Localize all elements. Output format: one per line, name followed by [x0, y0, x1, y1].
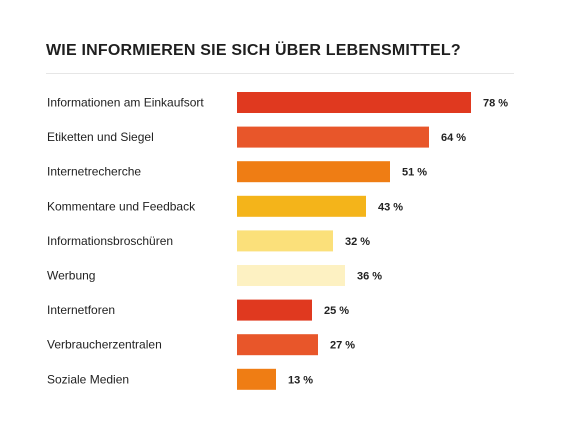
value-label: 27 %	[330, 340, 355, 352]
bar	[237, 334, 318, 356]
bar	[237, 368, 276, 390]
category-label: Informationen am Einkaufsort	[47, 96, 204, 110]
value-label: 25 %	[324, 305, 349, 317]
value-label: 51 %	[402, 167, 427, 179]
bar	[237, 161, 390, 183]
category-label: Internetforen	[47, 303, 115, 317]
category-label: Verbraucherzentralen	[47, 338, 162, 352]
value-label: 64 %	[441, 132, 466, 144]
bar	[237, 299, 312, 321]
category-label: Soziale Medien	[47, 372, 129, 386]
bar	[237, 126, 429, 148]
bar	[237, 195, 366, 217]
category-label: Informationsbroschüren	[47, 234, 173, 248]
title-divider	[46, 73, 514, 74]
bar	[237, 92, 471, 113]
value-label: 32 %	[345, 236, 370, 248]
value-label: 36 %	[357, 271, 382, 283]
bar	[237, 265, 345, 286]
category-label: Etiketten und Siegel	[47, 130, 154, 144]
category-label: Werbung	[47, 269, 95, 283]
value-label: 13 %	[288, 374, 313, 386]
category-label: Kommentare und Feedback	[47, 199, 196, 213]
value-label: 78 %	[483, 98, 508, 110]
chart-title: WIE INFORMIEREN SIE SICH ÜBER LEBENSMITT…	[46, 42, 461, 59]
bar	[237, 230, 333, 252]
category-label: Internetrecherche	[47, 165, 141, 179]
value-label: 43 %	[378, 201, 403, 213]
